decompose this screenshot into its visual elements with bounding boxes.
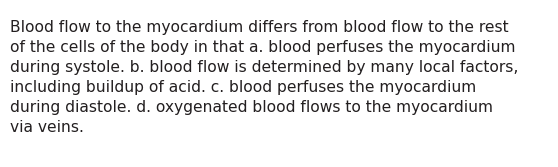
Text: Blood flow to the myocardium differs from blood flow to the rest
of the cells of: Blood flow to the myocardium differs fro… xyxy=(10,20,518,135)
